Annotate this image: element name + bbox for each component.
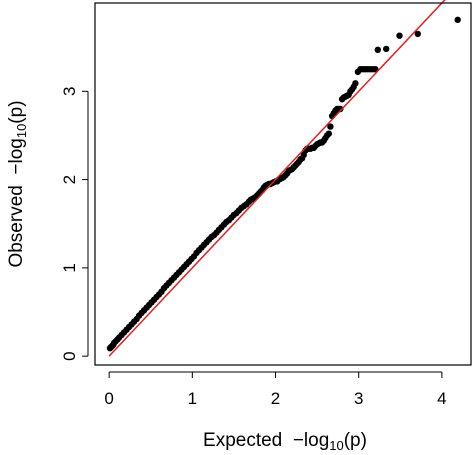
x-tick-label: 2 bbox=[271, 389, 280, 408]
y-axis: 0 1 2 3 bbox=[60, 87, 89, 361]
reference-line bbox=[108, 0, 446, 357]
y-axis-title: Observed −log10(p) bbox=[6, 100, 29, 267]
data-point bbox=[106, 345, 114, 352]
x-tick-label: 3 bbox=[354, 389, 363, 408]
data-point bbox=[414, 30, 421, 38]
x-tick-label: 1 bbox=[188, 389, 197, 408]
y-tick-label: 0 bbox=[60, 351, 79, 360]
data-point bbox=[374, 46, 381, 53]
data-points bbox=[106, 16, 461, 352]
x-axis: 0 1 2 3 4 bbox=[104, 371, 447, 408]
x-tick-label: 0 bbox=[104, 389, 113, 408]
plot-frame bbox=[94, 2, 472, 366]
data-point bbox=[327, 123, 334, 130]
y-tick-label: 1 bbox=[60, 263, 79, 272]
data-point bbox=[383, 45, 390, 53]
data-point bbox=[396, 32, 403, 39]
data-point bbox=[454, 16, 461, 23]
x-tick-label: 4 bbox=[437, 389, 446, 408]
data-point bbox=[338, 96, 346, 103]
data-point bbox=[354, 68, 362, 76]
y-tick-label: 2 bbox=[60, 175, 79, 184]
y-tick-label: 3 bbox=[60, 87, 79, 96]
x-axis-title: Expected −log10(p) bbox=[203, 430, 367, 453]
